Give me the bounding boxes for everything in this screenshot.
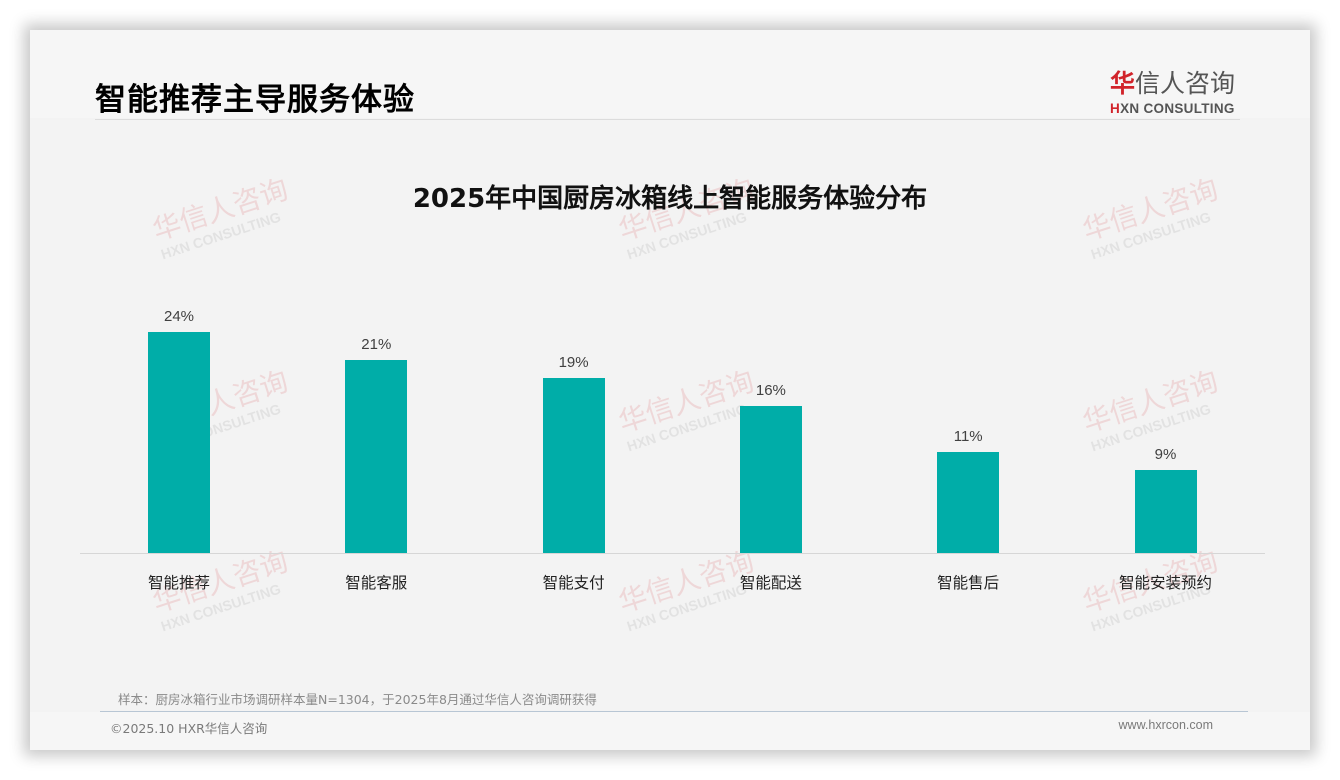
bar (739, 405, 802, 553)
bar-value-label: 9% (1154, 446, 1177, 464)
category-label: 智能客服 (345, 574, 408, 592)
category-label: 智能推荐 (147, 574, 210, 592)
logo-chinese: 华信人咨询 (1110, 64, 1240, 100)
logo-english-rest: XN CONSULTING (1120, 101, 1235, 116)
logo-english: HXN CONSULTING (1110, 101, 1240, 116)
category-label: 智能售后 (937, 574, 1000, 592)
page-title: 智能推荐主导服务体验 (95, 82, 415, 118)
sample-note: 样本：厨房冰箱行业市场调研样本量N=1304，于2025年8月通过华信人咨询调研… (118, 692, 597, 707)
company-logo: 华信人咨询 HXN CONSULTING (1110, 64, 1240, 116)
bar-value-label: 21% (361, 335, 392, 353)
chart-title: 2025年中国厨房冰箱线上智能服务体验分布 (412, 184, 928, 214)
header-divider (95, 119, 1240, 120)
bar (1134, 470, 1197, 553)
bar-value-label: 24% (163, 308, 195, 326)
footer-band (30, 712, 1310, 750)
header-band (30, 30, 1310, 118)
logo-accent-char: 华 (1110, 69, 1136, 98)
bar-value-label: 16% (755, 381, 786, 399)
bar (542, 378, 605, 553)
bar (345, 359, 408, 553)
bar (148, 332, 210, 553)
footer-divider (100, 711, 1248, 712)
bar (937, 451, 1000, 553)
bar-value-label: 11% (953, 427, 983, 445)
bar-value-label: 19% (558, 354, 589, 372)
copyright-text: ©2025.10 HXR华信人咨询 (110, 721, 268, 736)
category-label: 智能支付 (542, 574, 605, 592)
x-axis-line (80, 553, 1265, 554)
slide: 智能推荐主导服务体验 华信人咨询 HXN CONSULTING 华信人咨询 HXN… (30, 30, 1310, 750)
logo-chinese-rest: 信人咨询 (1135, 69, 1236, 98)
category-label: 智能配送 (739, 574, 802, 592)
logo-english-accent: H (1110, 101, 1121, 116)
website-url: www.hxrcon.com (1118, 718, 1213, 732)
category-label: 智能安装预约 (1118, 574, 1212, 592)
